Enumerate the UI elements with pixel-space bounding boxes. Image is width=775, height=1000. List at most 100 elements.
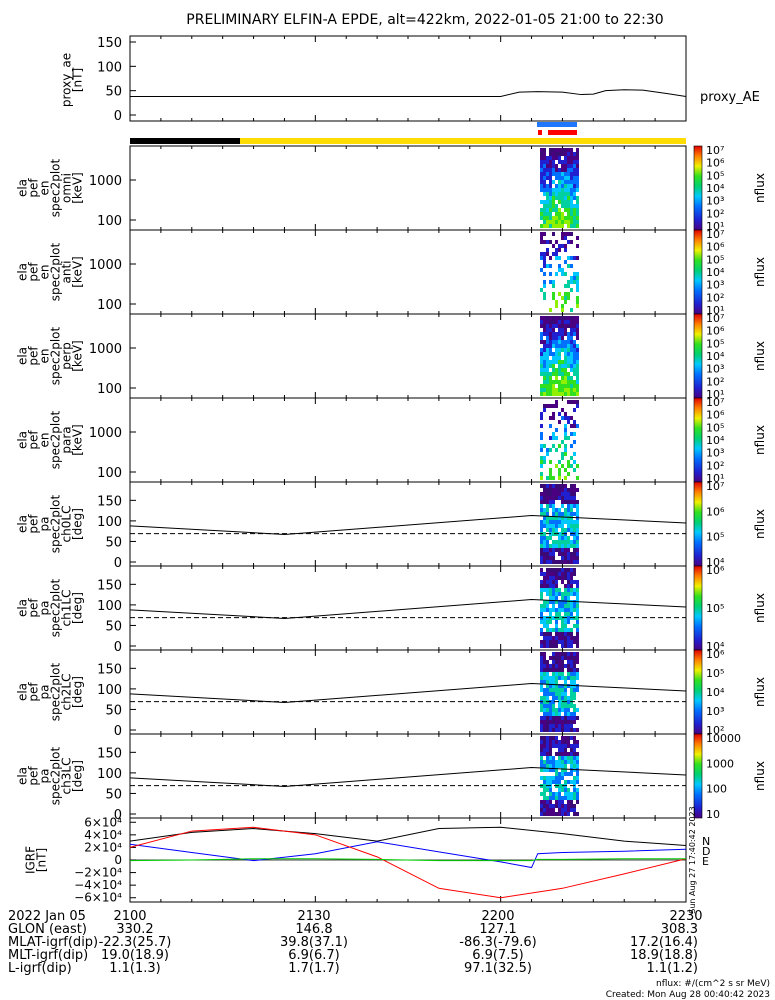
spectrogram-cell [561,320,564,324]
spectrogram-cell [561,332,564,336]
spectrogram-cell [543,356,546,360]
spectrogram-cell [543,340,546,344]
y-axis-label-line: pef [27,682,41,702]
spectrogram-cell [546,764,549,768]
spectrogram-cell [564,728,567,732]
spectrogram-cell [555,588,558,592]
spectrogram-cell [543,456,546,460]
spectrogram-cell [573,624,576,628]
spectrogram-cell [564,412,567,416]
colorbar-tick-label: 10⁷ [706,144,724,157]
spectrogram-cell [567,176,570,180]
time-axis-row-value: 17.2(16.4) [630,935,698,950]
spectrogram-cell [576,280,579,284]
spectrogram-cell [549,812,552,816]
spectrogram-cell [564,468,567,472]
spectrogram-cell [564,152,567,156]
spectrogram-cell [555,248,558,252]
y-axis-label-line: en [38,349,52,364]
spectrogram-cell [540,776,543,780]
y-axis-label-line: ela [16,179,30,197]
colorbar-tick-label: 1000 [706,757,734,770]
spectrogram-cell [570,276,573,280]
spectrogram-cell [552,188,555,192]
spectrogram-cell [567,584,570,588]
spectrogram-cell [549,156,552,160]
spectrogram-cell [564,560,567,564]
spectrogram-cell [576,644,579,648]
spectrogram-cell [561,516,564,520]
spectrogram-cell [558,220,561,224]
spectrogram-cell [576,812,579,816]
spectrogram-cell [570,528,573,532]
spectrogram-cell [564,284,567,288]
spectrogram-cell [540,268,543,272]
spectrogram-cell [564,712,567,716]
spectrogram-cell [561,184,564,188]
spectrogram-cell [540,664,543,668]
spectrogram-cell [558,532,561,536]
spectrogram-cell [558,744,561,748]
spectrogram-cell [573,488,576,492]
spectrogram-cell [558,772,561,776]
spectrogram-cell [540,364,543,368]
spectrogram-cell [543,392,546,396]
spectrogram-cell [567,232,570,236]
spectrogram-cell [558,156,561,160]
spectrogram-cell [555,368,558,372]
spectrogram-cell [570,172,573,176]
spectrogram-cell [549,424,552,428]
spectrogram-cell [570,584,573,588]
spectrogram-cell [543,376,546,380]
spectrogram-cell [543,364,546,368]
spectrogram-cell [576,344,579,348]
y-axis-label-line: pa [38,517,52,532]
spectrogram-cell [567,156,570,160]
spectrogram-cell [573,380,576,384]
spectrogram-cell [576,780,579,784]
y-axis-label-line: spec2plot [49,410,63,469]
spectrogram-cell [570,224,573,228]
spectrogram-cell [546,632,549,636]
spectrogram-cell [549,676,552,680]
spectrogram-cell [543,152,546,156]
spectrogram-cell [573,568,576,572]
y-axis-label-line: spec2plot [49,158,63,217]
spectrogram-cell [564,208,567,212]
spectrogram-cell [549,332,552,336]
spectrogram-cell [561,636,564,640]
spectrogram-cell [576,656,579,660]
spectrogram-cell [573,360,576,364]
spectrogram-cell [555,356,558,360]
spectrogram-cell [552,812,555,816]
spectrogram-cell [558,412,561,416]
spectrogram-cell [576,788,579,792]
spectrogram-cell [561,524,564,528]
spectrogram-cell [555,240,558,244]
spectrogram-cell [552,148,555,152]
spectrogram-cell [549,256,552,260]
spectrogram-cell [564,148,567,152]
spectrogram-cell [540,808,543,812]
spectrogram-cell [567,392,570,396]
spectrogram-cell [549,560,552,564]
spectrogram-cell [576,540,579,544]
spectrogram-cell [558,196,561,200]
spectrogram-cell [552,696,555,700]
spectrogram-cell [540,148,543,152]
spectrogram-cell [543,216,546,220]
y-tick-label: 150 [97,746,122,761]
spectrogram-cell [555,744,558,748]
spectrogram-cell [570,380,573,384]
spectrogram-cell [567,652,570,656]
spectrogram-cell [561,812,564,816]
spectrogram-cell [546,696,549,700]
spectrogram-cell [540,484,543,488]
spectrogram-cell [558,660,561,664]
colorbar-label: nflux [753,509,767,539]
spectrogram-cell [573,740,576,744]
spectrogram-cell [576,404,579,408]
spectrogram-cell [564,612,567,616]
time-axis-row-value: 19.0(18.9) [101,948,169,963]
